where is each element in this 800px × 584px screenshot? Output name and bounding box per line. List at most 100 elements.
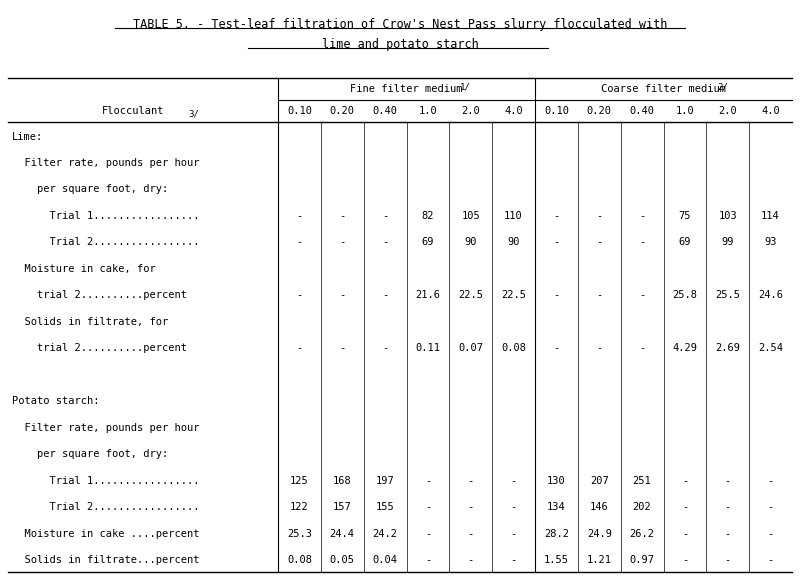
Text: Moisture in cake ....percent: Moisture in cake ....percent xyxy=(12,529,199,538)
Text: 0.20: 0.20 xyxy=(586,106,612,116)
Text: -: - xyxy=(682,529,688,538)
Text: 26.2: 26.2 xyxy=(630,529,654,538)
Text: -: - xyxy=(468,555,474,565)
Text: -: - xyxy=(639,290,646,300)
Text: 0.40: 0.40 xyxy=(373,106,398,116)
Text: -: - xyxy=(639,343,646,353)
Text: -: - xyxy=(425,529,431,538)
Text: 207: 207 xyxy=(590,476,609,486)
Text: -: - xyxy=(725,529,731,538)
Text: -: - xyxy=(596,343,602,353)
Text: -: - xyxy=(554,211,559,221)
Text: -: - xyxy=(510,555,517,565)
Text: -: - xyxy=(339,238,346,248)
Text: -: - xyxy=(767,502,774,512)
Text: -: - xyxy=(639,211,646,221)
Text: 25.3: 25.3 xyxy=(287,529,312,538)
Text: 251: 251 xyxy=(633,476,651,486)
Text: Trial 2.................: Trial 2................. xyxy=(12,238,199,248)
Text: -: - xyxy=(382,290,388,300)
Text: 21.6: 21.6 xyxy=(415,290,441,300)
Text: -: - xyxy=(596,211,602,221)
Text: -: - xyxy=(725,555,731,565)
Text: Coarse filter medium: Coarse filter medium xyxy=(601,84,726,94)
Text: -: - xyxy=(296,343,302,353)
Text: 122: 122 xyxy=(290,502,309,512)
Text: Moisture in cake, for: Moisture in cake, for xyxy=(12,264,156,274)
Text: 0.05: 0.05 xyxy=(330,555,354,565)
Text: lime and potato starch: lime and potato starch xyxy=(322,38,478,51)
Text: -: - xyxy=(296,238,302,248)
Text: 2.0: 2.0 xyxy=(462,106,480,116)
Text: -: - xyxy=(767,476,774,486)
Text: 28.2: 28.2 xyxy=(544,529,569,538)
Text: -: - xyxy=(382,238,388,248)
Text: 130: 130 xyxy=(547,476,566,486)
Text: 90: 90 xyxy=(507,238,520,248)
Text: 157: 157 xyxy=(333,502,352,512)
Text: 1/: 1/ xyxy=(460,82,470,92)
Text: Trial 1.................: Trial 1................. xyxy=(12,476,199,486)
Text: -: - xyxy=(425,555,431,565)
Text: per square foot, dry:: per square foot, dry: xyxy=(12,449,168,459)
Text: 0.10: 0.10 xyxy=(287,106,312,116)
Text: -: - xyxy=(596,238,602,248)
Text: -: - xyxy=(425,502,431,512)
Text: 0.07: 0.07 xyxy=(458,343,483,353)
Text: -: - xyxy=(725,502,731,512)
Text: Fine filter medium: Fine filter medium xyxy=(350,84,462,94)
Text: 2.54: 2.54 xyxy=(758,343,783,353)
Text: 75: 75 xyxy=(678,211,691,221)
Text: -: - xyxy=(639,238,646,248)
Text: -: - xyxy=(510,529,517,538)
Text: -: - xyxy=(382,211,388,221)
Text: 0.11: 0.11 xyxy=(415,343,441,353)
Text: 0.40: 0.40 xyxy=(630,106,654,116)
Text: -: - xyxy=(725,476,731,486)
Text: 2/: 2/ xyxy=(718,82,728,92)
Text: -: - xyxy=(339,290,346,300)
Text: 24.4: 24.4 xyxy=(330,529,354,538)
Text: 24.9: 24.9 xyxy=(586,529,612,538)
Text: 4.0: 4.0 xyxy=(762,106,780,116)
Text: -: - xyxy=(767,529,774,538)
Text: 0.08: 0.08 xyxy=(287,555,312,565)
Text: 90: 90 xyxy=(465,238,477,248)
Text: -: - xyxy=(425,476,431,486)
Text: 24.2: 24.2 xyxy=(373,529,398,538)
Text: -: - xyxy=(339,343,346,353)
Text: trial 2..........percent: trial 2..........percent xyxy=(12,343,187,353)
Text: -: - xyxy=(296,211,302,221)
Text: -: - xyxy=(682,555,688,565)
Text: 168: 168 xyxy=(333,476,352,486)
Text: 0.10: 0.10 xyxy=(544,106,569,116)
Text: -: - xyxy=(382,343,388,353)
Text: 93: 93 xyxy=(764,238,777,248)
Text: -: - xyxy=(554,238,559,248)
Text: -: - xyxy=(468,502,474,512)
Text: -: - xyxy=(468,529,474,538)
Text: Potato starch:: Potato starch: xyxy=(12,397,99,406)
Text: 4.29: 4.29 xyxy=(673,343,698,353)
Text: 1.0: 1.0 xyxy=(418,106,438,116)
Text: -: - xyxy=(767,555,774,565)
Text: -: - xyxy=(554,343,559,353)
Text: Flocculant: Flocculant xyxy=(102,106,164,116)
Text: -: - xyxy=(554,290,559,300)
Text: 1.55: 1.55 xyxy=(544,555,569,565)
Text: trial 2..........percent: trial 2..........percent xyxy=(12,290,187,300)
Text: 25.5: 25.5 xyxy=(715,290,740,300)
Text: Solids in filtrate...percent: Solids in filtrate...percent xyxy=(12,555,199,565)
Text: 114: 114 xyxy=(762,211,780,221)
Text: Solids in filtrate, for: Solids in filtrate, for xyxy=(12,317,168,327)
Text: per square foot, dry:: per square foot, dry: xyxy=(12,185,168,194)
Text: 125: 125 xyxy=(290,476,309,486)
Text: Trial 1.................: Trial 1................. xyxy=(12,211,199,221)
Text: Trial 2.................: Trial 2................. xyxy=(12,502,199,512)
Text: -: - xyxy=(510,502,517,512)
Text: 146: 146 xyxy=(590,502,609,512)
Text: 0.97: 0.97 xyxy=(630,555,654,565)
Text: 155: 155 xyxy=(376,502,394,512)
Text: 22.5: 22.5 xyxy=(501,290,526,300)
Text: 202: 202 xyxy=(633,502,651,512)
